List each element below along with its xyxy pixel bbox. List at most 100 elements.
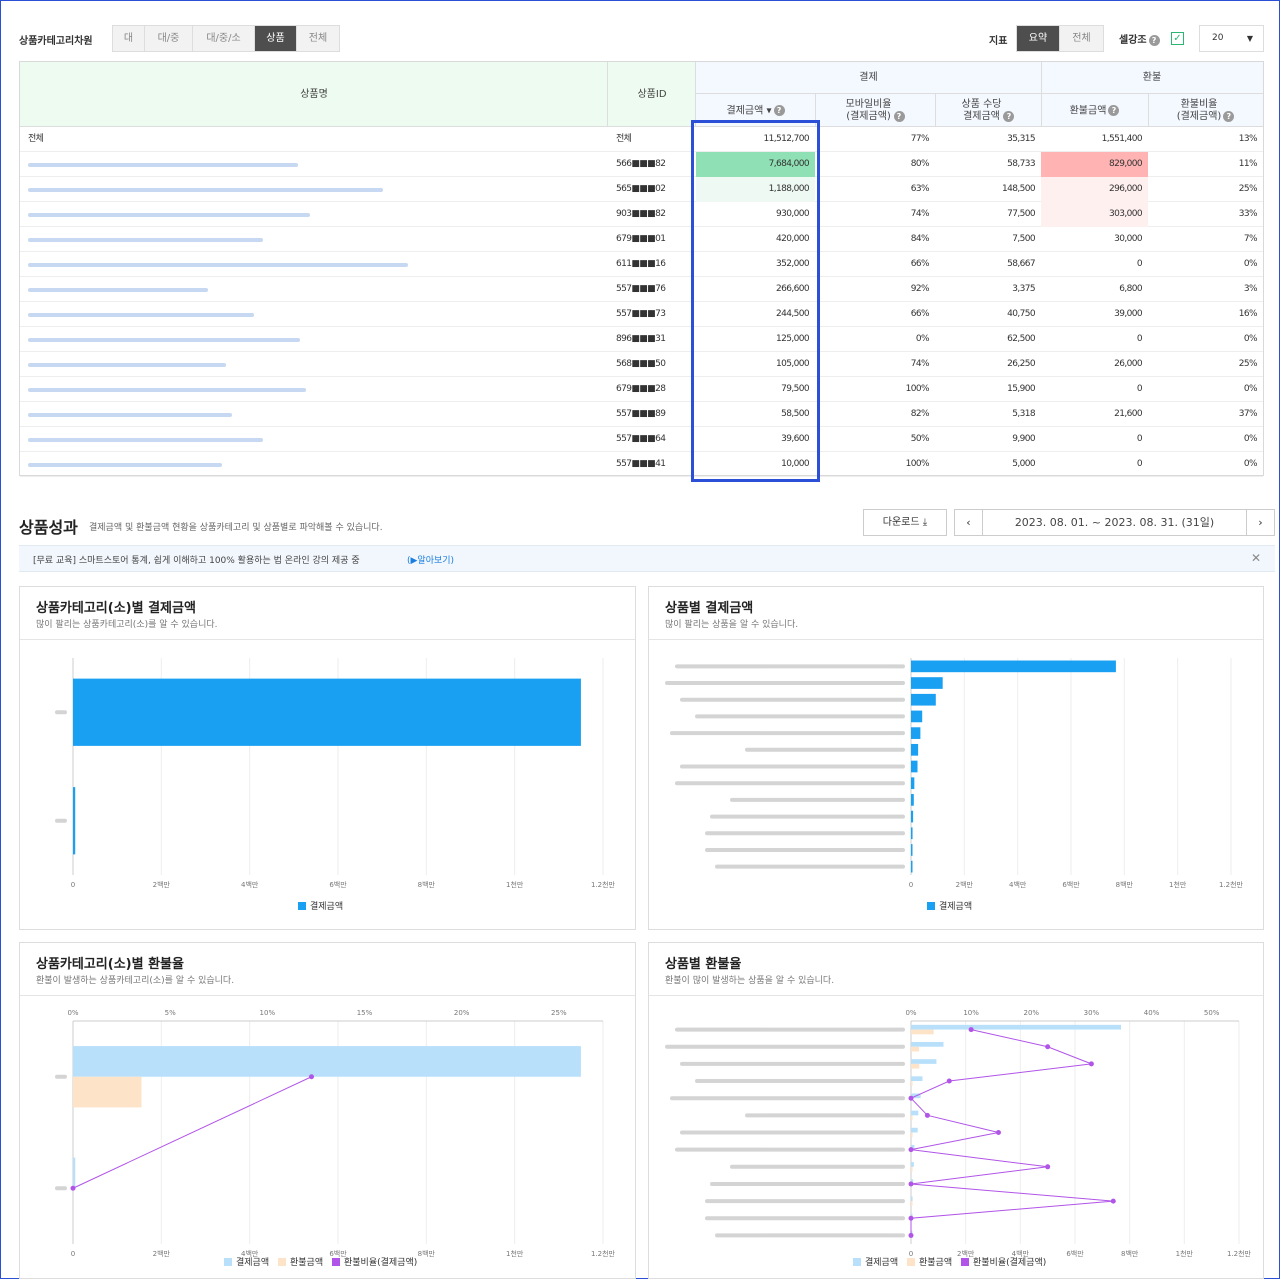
col-mobile-ratio-label: 모바일비율 (결제금액)	[845, 99, 892, 122]
refund-ratio: 0%	[1243, 334, 1258, 344]
x2-tick-label: 25%	[551, 1009, 567, 1017]
legend-label: 환불비율(결제금액)	[344, 1256, 417, 1268]
refund-ratio: 33%	[1238, 209, 1258, 219]
category-label	[665, 1044, 905, 1049]
refund-amount: 829,000	[1041, 152, 1148, 177]
chart-bar	[911, 660, 1116, 673]
chart-bar	[911, 1081, 913, 1086]
card-subtitle: 환불이 많이 발생하는 상품을 알 수 있습니다.	[665, 976, 835, 986]
chart-point	[908, 1232, 914, 1238]
product-id: 611■■■16	[616, 259, 666, 269]
mobile-ratio: 66%	[910, 259, 930, 269]
product-name-link[interactable]	[28, 463, 222, 467]
product-name-link[interactable]	[28, 438, 263, 442]
pay-amount: 1,188,000	[696, 177, 815, 202]
legend-swatch	[853, 1258, 861, 1266]
chart-bar	[911, 794, 914, 806]
col-product-id[interactable]: 상품ID	[637, 89, 667, 100]
help-icon[interactable]: ?	[1223, 110, 1235, 122]
product-name-link[interactable]	[28, 288, 208, 292]
col-refund-amount[interactable]: 환불금액?	[1041, 105, 1148, 118]
product-id: 557■■■89	[616, 409, 666, 419]
notice-text: [무료 교육] 스마트스토어 통계, 쉽게 이해하고 100% 활용하는 법 온…	[33, 556, 360, 566]
product-name-link[interactable]	[28, 188, 383, 192]
notice-link[interactable]: (▶알아보기)	[407, 556, 455, 566]
mobile-ratio: 92%	[910, 284, 930, 294]
x-tick-label: 0	[71, 881, 75, 889]
mobile-ratio: 84%	[910, 234, 930, 244]
help-icon[interactable]: ?	[773, 105, 785, 116]
close-icon[interactable]: ✕	[1250, 551, 1261, 565]
product-name-link[interactable]	[28, 313, 254, 317]
highlight-checkbox[interactable]: ✓	[1171, 32, 1184, 45]
x-tick-label: 2백만	[153, 1249, 171, 1258]
product-name-link[interactable]	[28, 413, 232, 417]
product-id: 679■■■28	[616, 384, 666, 394]
tab-large[interactable]: 대	[113, 26, 145, 51]
legend-label: 환불금액	[919, 1256, 952, 1268]
refund-amount: 0	[1136, 384, 1143, 394]
tab-metric-all[interactable]: 전체	[1072, 33, 1091, 44]
card-subtitle: 많이 팔리는 상품을 알 수 있습니다.	[665, 620, 799, 630]
date-next-button[interactable]: ›	[1246, 509, 1275, 536]
tab-product[interactable]: 상품	[255, 26, 297, 51]
tab-large-mid[interactable]: 대/중	[145, 26, 193, 51]
chart-bar	[911, 844, 913, 856]
download-button[interactable]: 다운로드 ⤓	[863, 509, 947, 536]
chart-bar	[911, 1132, 913, 1138]
category-label	[55, 818, 67, 823]
legend-label: 환불금액	[290, 1256, 323, 1268]
product-name-link[interactable]	[28, 238, 263, 242]
card-subtitle: 환불이 발생하는 상품카테고리(소)를 알 수 있습니다.	[36, 976, 235, 986]
chart-bar	[911, 1201, 913, 1206]
mobile-ratio: 82%	[910, 409, 930, 419]
table-row: 557■■■76 266,600 92% 3,375 6,800 3%	[20, 277, 1263, 302]
col-per-product[interactable]: 상품 수당 결제금액?	[935, 99, 1041, 123]
col-mobile-ratio[interactable]: 모바일비율 (결제금액)?	[815, 99, 935, 123]
help-icon[interactable]: ?	[893, 110, 905, 122]
help-icon[interactable]: ?	[1148, 34, 1160, 46]
product-name-link[interactable]	[28, 388, 306, 392]
col-product-name[interactable]: 상품명	[300, 89, 328, 100]
table-row: 611■■■16 352,000 66% 58,667 0 0%	[20, 252, 1263, 277]
col-per-product-label: 상품 수당 결제금액	[961, 99, 1002, 122]
tab-summary[interactable]: 요약	[1017, 26, 1060, 51]
per-product: 40,750	[1007, 309, 1036, 319]
refund-amount: 21,600	[1114, 409, 1143, 419]
chart-bar	[911, 1076, 923, 1082]
table-row: 679■■■01 420,000 84% 7,500 30,000 7%	[20, 227, 1263, 252]
date-range[interactable]: 2023. 08. 01. ~ 2023. 08. 31. (31일)	[982, 509, 1247, 536]
product-name-link[interactable]	[28, 163, 298, 167]
category-label	[55, 1074, 67, 1079]
pay-amount: 39,600	[781, 434, 810, 444]
product-name-link[interactable]	[28, 363, 226, 367]
x-tick-label: 6백만	[329, 1249, 347, 1258]
category-label	[665, 681, 905, 686]
chart-bar	[911, 1063, 920, 1069]
category-label	[705, 831, 905, 836]
tab-all[interactable]: 전체	[308, 33, 328, 44]
tab-large-mid-small[interactable]: 대/중/소	[193, 26, 255, 51]
col-pay-amount[interactable]: 결제금액 ▾?	[696, 105, 815, 118]
product-name-link[interactable]	[28, 213, 310, 217]
help-icon[interactable]: ?	[1003, 110, 1015, 122]
category-label	[710, 1181, 905, 1186]
col-refund-amount-label: 환불금액	[1069, 105, 1107, 117]
chart-bar	[911, 827, 913, 840]
chart-point	[1088, 1061, 1094, 1067]
chart-bar	[911, 710, 923, 723]
chart-bar	[911, 693, 936, 706]
product-id: 568■■■50	[616, 359, 666, 369]
product-name-link[interactable]	[28, 263, 408, 267]
date-prev-button[interactable]: ‹	[954, 509, 983, 536]
legend-swatch	[927, 902, 935, 910]
rows-select[interactable]: 20 ▼	[1199, 25, 1264, 52]
chart-bar	[911, 1110, 919, 1116]
col-refund-ratio[interactable]: 환불비율 (결제금액)?	[1148, 99, 1263, 123]
card-subtitle: 많이 팔리는 상품카테고리(소)를 알 수 있습니다.	[36, 620, 218, 630]
product-name-link[interactable]	[28, 338, 300, 342]
pay-amount: 105,000	[775, 359, 810, 369]
help-icon[interactable]: ?	[1108, 105, 1120, 116]
total-mobile: 77%	[910, 134, 930, 144]
